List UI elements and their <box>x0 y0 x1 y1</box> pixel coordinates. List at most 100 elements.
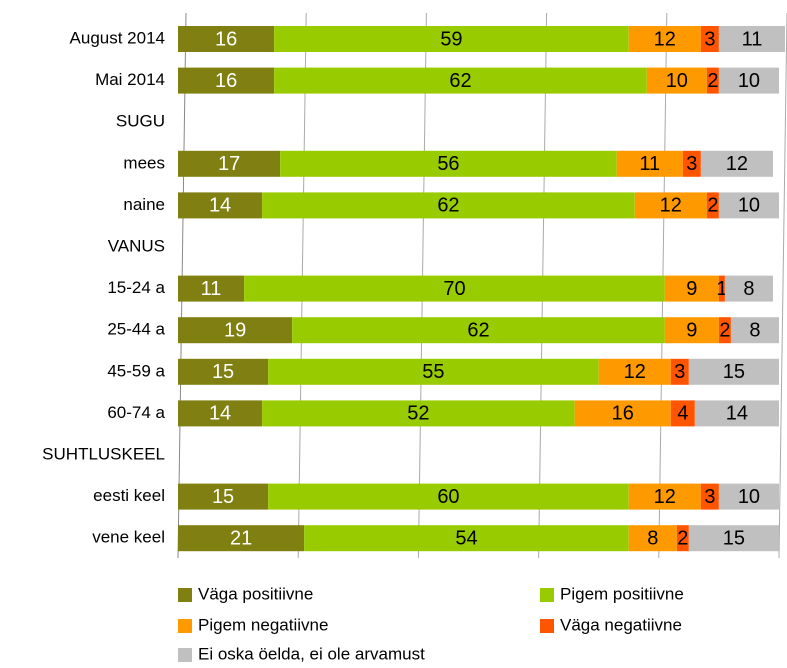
data-label: 11 <box>201 278 222 300</box>
data-label: 3 <box>704 486 715 508</box>
legend-swatch <box>540 619 554 633</box>
data-label: 12 <box>660 195 682 217</box>
data-label: 2 <box>707 195 718 217</box>
data-label: 12 <box>654 486 676 508</box>
data-label: 10 <box>666 70 688 92</box>
bar-segment <box>628 26 701 52</box>
data-label: 52 <box>407 403 429 425</box>
category-label: eesti keel <box>93 486 165 505</box>
category-label: vene keel <box>92 528 165 547</box>
data-label: 14 <box>209 403 231 425</box>
bar-segment <box>688 358 779 385</box>
data-label: 10 <box>738 70 760 92</box>
data-label: 8 <box>749 319 760 341</box>
data-label: 70 <box>443 278 465 300</box>
category-label: SUGU <box>116 112 165 131</box>
category-label: Mai 2014 <box>95 70 165 89</box>
data-label: 14 <box>726 403 748 425</box>
data-label: 11 <box>639 153 660 175</box>
data-label: 62 <box>449 70 471 92</box>
bar-segment <box>178 150 281 177</box>
category-label: VANUS <box>108 236 165 255</box>
bar-segment <box>268 358 599 385</box>
legend-swatch <box>540 588 554 602</box>
data-label: 1 <box>716 278 727 300</box>
bar-segment <box>628 525 677 552</box>
bar-segment <box>664 275 719 302</box>
bar-segment <box>730 317 779 344</box>
data-label: 12 <box>726 153 748 175</box>
legend-swatch <box>178 619 192 633</box>
data-label: 19 <box>224 319 246 341</box>
data-label: 9 <box>686 278 697 300</box>
bar-segment <box>682 150 701 177</box>
data-label: 15 <box>212 361 234 383</box>
bar-segment <box>280 150 617 177</box>
bar-segment <box>670 400 695 427</box>
category-label: 45-59 a <box>107 361 165 380</box>
bar-segment <box>274 67 647 94</box>
bar-segment <box>598 358 671 385</box>
data-label: 15 <box>723 361 745 383</box>
data-label: 10 <box>738 486 760 508</box>
bar-segment <box>178 525 305 552</box>
bar-segment <box>634 192 707 219</box>
legend-swatch <box>178 588 192 602</box>
data-label: 8 <box>743 278 754 300</box>
bar-segment <box>574 400 671 427</box>
bar-segment <box>178 192 263 219</box>
bar-segment <box>700 483 719 510</box>
data-label: 12 <box>654 28 676 50</box>
bar-segment <box>274 26 629 52</box>
bar-segment <box>616 150 683 177</box>
bar-segment <box>724 275 773 302</box>
data-label: 62 <box>467 319 489 341</box>
bar-segment <box>718 26 785 52</box>
data-label: 62 <box>437 195 459 217</box>
bar-segment <box>718 317 731 344</box>
data-label: 60 <box>437 486 459 508</box>
category-label: SUHTLUSKEEL <box>42 444 165 463</box>
data-label: 14 <box>209 195 231 217</box>
bar-segment <box>178 275 245 302</box>
legend-label: Väga negatiivne <box>560 615 682 634</box>
bar-segment <box>244 275 665 302</box>
category-label: mees <box>123 153 165 172</box>
data-label: 16 <box>215 28 237 50</box>
bar-segment <box>178 483 269 510</box>
legend-label: Ei oska öelda, ei ole arvamust <box>198 644 425 663</box>
data-label: 16 <box>215 70 237 92</box>
bar-segment <box>706 192 719 219</box>
data-label: 2 <box>719 319 730 341</box>
data-label: 16 <box>612 403 634 425</box>
data-label: 56 <box>437 153 459 175</box>
data-label: 8 <box>647 527 658 549</box>
data-label: 17 <box>218 153 240 175</box>
bar-segment <box>718 483 779 510</box>
bar-segment <box>178 358 269 385</box>
data-label: 2 <box>707 70 718 92</box>
bar-segment <box>718 192 779 219</box>
data-label: 55 <box>422 361 444 383</box>
bar-segment <box>670 358 689 385</box>
bar-segment <box>718 67 779 94</box>
category-label: August 2014 <box>70 28 165 47</box>
category-label: 25-44 a <box>107 320 165 339</box>
data-label: 59 <box>440 28 462 50</box>
legend-swatch <box>178 648 192 662</box>
bar-segment <box>706 67 719 94</box>
category-label: naine <box>123 195 165 214</box>
data-label: 12 <box>624 361 646 383</box>
data-label: 15 <box>723 527 745 549</box>
bar-segment <box>628 483 701 510</box>
data-label: 54 <box>455 527 477 549</box>
bar-segment <box>718 275 725 302</box>
data-label: 3 <box>704 28 715 50</box>
bar-segment <box>178 26 275 52</box>
legend-label: Pigem positiivne <box>560 584 684 603</box>
bar-segment <box>646 67 707 94</box>
legend-label: Väga positiivne <box>198 584 313 603</box>
bar-segment <box>676 525 689 552</box>
data-label: 15 <box>212 486 234 508</box>
